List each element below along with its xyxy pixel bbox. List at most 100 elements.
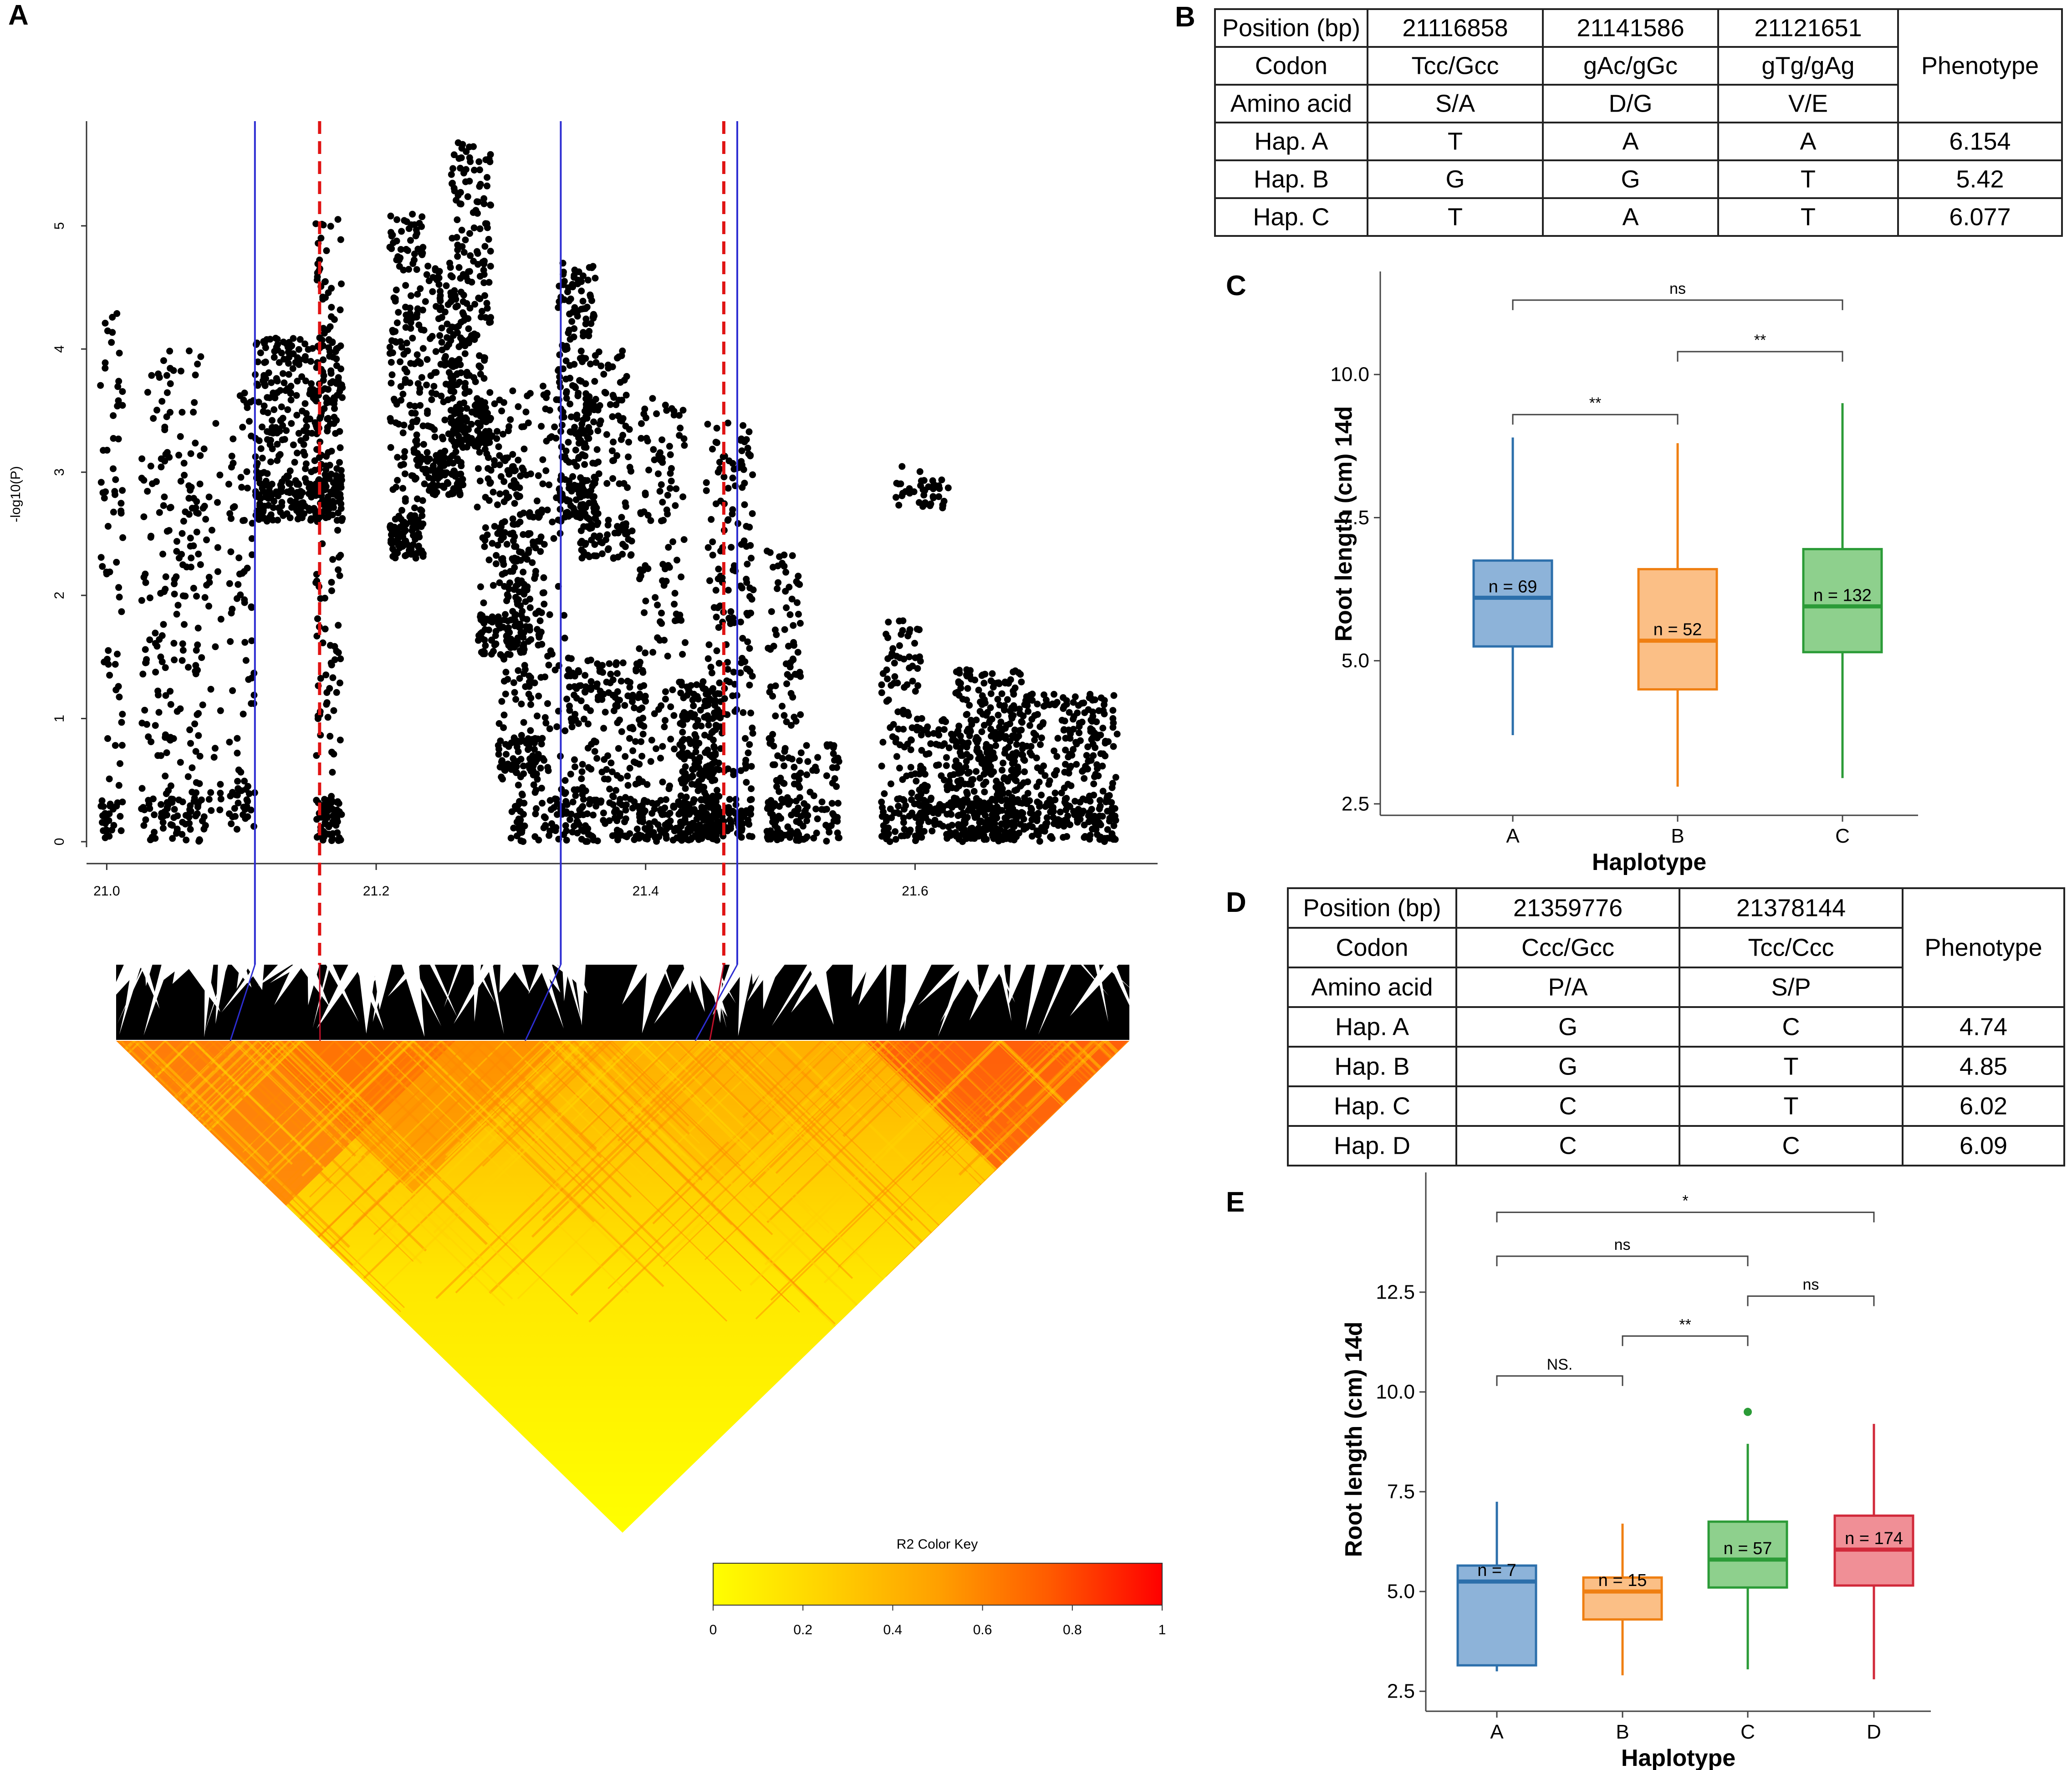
snp-point <box>487 466 495 474</box>
snp-point <box>580 333 587 340</box>
snp-point <box>699 685 707 692</box>
snp-point <box>600 809 607 817</box>
snp-point <box>730 771 737 778</box>
snp-point <box>580 796 587 803</box>
y-tick-label: 2 <box>52 592 67 599</box>
snp-point <box>1076 723 1083 730</box>
snp-point <box>202 822 209 829</box>
snp-point <box>795 831 802 838</box>
snp-point <box>482 642 489 649</box>
snp-point <box>955 783 963 790</box>
snp-point <box>898 463 906 470</box>
snp-point <box>392 516 399 523</box>
snp-point <box>824 743 831 750</box>
snp-point <box>226 738 233 746</box>
snp-point <box>107 803 114 810</box>
snp-point <box>140 822 148 829</box>
snp-point <box>169 835 176 842</box>
snp-point <box>715 565 722 573</box>
snp-point <box>590 811 597 818</box>
snp-point <box>268 379 275 386</box>
snp-point <box>965 770 971 777</box>
snp-point <box>160 357 167 364</box>
snp-point <box>475 465 482 472</box>
snp-point <box>574 786 581 793</box>
snp-point <box>881 790 888 797</box>
snp-point <box>676 611 684 619</box>
snp-point <box>573 463 580 470</box>
snp-point <box>485 454 492 461</box>
snp-point <box>707 687 714 695</box>
snp-point <box>329 556 337 563</box>
snp-point <box>667 817 674 824</box>
snp-point <box>943 754 950 761</box>
snp-point <box>503 541 510 548</box>
snp-point <box>436 295 444 302</box>
snp-point <box>432 348 439 355</box>
snp-point <box>929 807 936 814</box>
snp-point <box>306 507 313 514</box>
snp-point <box>593 680 601 687</box>
snp-point <box>683 793 690 801</box>
snp-point <box>693 681 700 688</box>
snp-point <box>102 811 109 818</box>
snp-point <box>505 624 512 631</box>
snp-point <box>419 497 426 504</box>
snp-point <box>256 480 264 487</box>
snp-point <box>229 789 236 796</box>
snp-point <box>156 374 163 381</box>
snp-point <box>505 593 512 600</box>
snp-point <box>527 701 534 708</box>
snp-point <box>639 731 647 738</box>
snp-point <box>216 471 224 479</box>
snp-point <box>561 296 568 303</box>
snp-point <box>916 468 924 475</box>
snp-point <box>955 812 963 819</box>
snp-point <box>652 594 659 601</box>
snp-point <box>618 436 625 443</box>
snp-point <box>502 611 509 618</box>
snp-point <box>227 548 235 555</box>
snp-point <box>464 368 470 376</box>
snp-point <box>114 402 121 409</box>
snp-point <box>573 415 581 422</box>
snp-point <box>500 533 507 541</box>
snp-point <box>953 795 960 802</box>
snp-point <box>234 778 241 785</box>
snp-point <box>140 476 148 484</box>
snp-point <box>1010 691 1017 698</box>
snp-point <box>296 336 304 343</box>
snp-point <box>710 743 718 750</box>
snp-point <box>523 586 531 593</box>
snp-point <box>313 816 321 823</box>
snp-point <box>300 448 307 455</box>
snp-point <box>538 740 545 747</box>
snp-point <box>324 415 331 423</box>
snp-point <box>303 410 310 417</box>
snp-point <box>1041 702 1049 709</box>
snp-point <box>103 570 110 578</box>
snp-point <box>112 742 119 749</box>
snp-point <box>662 401 669 409</box>
snp-point <box>480 279 488 286</box>
snp-point <box>308 468 315 476</box>
snp-point <box>499 571 506 578</box>
snp-point <box>468 420 475 428</box>
snp-point <box>232 813 239 820</box>
snp-point <box>585 409 592 417</box>
snp-point <box>321 486 328 493</box>
snp-point <box>177 478 184 485</box>
snp-point <box>587 656 594 664</box>
snp-point <box>1036 723 1044 730</box>
snp-point <box>499 555 506 562</box>
snp-point <box>1000 759 1007 767</box>
snp-point <box>675 798 682 805</box>
snp-point <box>527 758 535 765</box>
snp-point <box>481 292 488 299</box>
snp-point <box>182 812 189 819</box>
snp-point <box>495 618 503 625</box>
snp-point <box>749 724 756 732</box>
snp-point <box>388 527 396 534</box>
snp-point <box>240 517 246 524</box>
snp-point <box>438 324 445 332</box>
